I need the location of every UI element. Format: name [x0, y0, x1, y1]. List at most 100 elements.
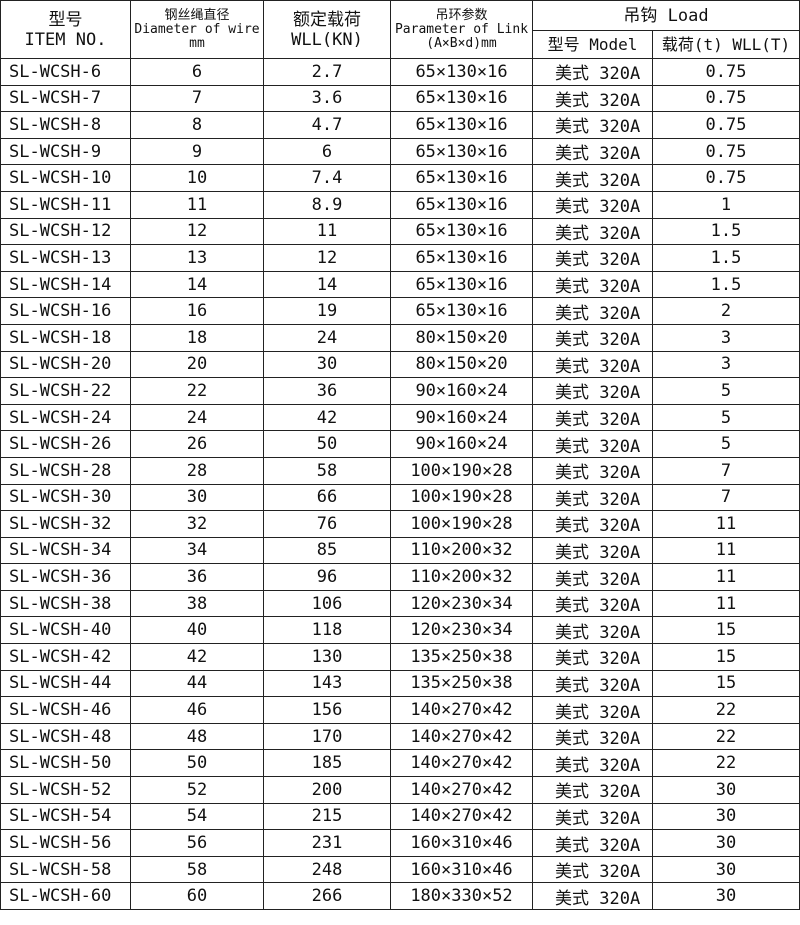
header-diameter: 钢丝绳直径 Diameter of wire mm: [130, 0, 264, 59]
cell-hook-model: 美式 320A: [532, 749, 653, 778]
cell-hook-wll: 1.5: [652, 270, 800, 299]
cell-wll: 85: [263, 536, 391, 565]
table-row: SL-WCSH-24 24 42 90×160×24 美式 320A 5: [0, 403, 800, 432]
cell-wll: 30: [263, 350, 391, 379]
cell-wll: 118: [263, 616, 391, 645]
cell-wll: 130: [263, 643, 391, 671]
cell-link-params: 65×130×16: [390, 84, 533, 113]
cell-wll: 3.6: [263, 84, 391, 113]
cell-hook-wll: 22: [652, 722, 800, 751]
header-diameter-unit: mm: [189, 35, 205, 51]
cell-diameter: 34: [130, 536, 264, 565]
cell-diameter: 42: [130, 643, 264, 671]
cell-wll: 66: [263, 483, 391, 512]
cell-hook-wll: 15: [652, 616, 800, 645]
cell-diameter: 12: [130, 217, 264, 246]
header-model: 型号 Model: [532, 30, 653, 59]
cell-wll: 266: [263, 882, 391, 910]
cell-wll: 76: [263, 510, 391, 538]
cell-diameter: 8: [130, 111, 264, 139]
cell-item-no: SL-WCSH-13: [0, 244, 131, 272]
table-row: SL-WCSH-14 14 14 65×130×16 美式 320A 1.5: [0, 270, 800, 299]
cell-item-no: SL-WCSH-26: [0, 430, 131, 458]
table-row: SL-WCSH-18 18 24 80×150×20 美式 320A 3: [0, 323, 800, 352]
cell-hook-wll: 0.75: [652, 84, 800, 113]
cell-link-params: 120×230×34: [390, 616, 533, 645]
cell-diameter: 22: [130, 377, 264, 405]
table-row: SL-WCSH-20 20 30 80×150×20 美式 320A 3: [0, 350, 800, 379]
cell-wll: 36: [263, 377, 391, 405]
cell-diameter: 40: [130, 616, 264, 645]
cell-link-params: 80×150×20: [390, 323, 533, 352]
table-row: SL-WCSH-34 34 85 110×200×32 美式 320A 11: [0, 536, 800, 565]
cell-link-params: 65×130×16: [390, 190, 533, 219]
cell-hook-model: 美式 320A: [532, 350, 653, 379]
header-diameter-en: Diameter of wire: [134, 21, 260, 37]
table-row: SL-WCSH-30 30 66 100×190×28 美式 320A 7: [0, 483, 800, 512]
cell-link-params: 65×130×16: [390, 244, 533, 272]
cell-link-params: 135×250×38: [390, 669, 533, 698]
table-row: SL-WCSH-42 42 130 135×250×38 美式 320A 15: [0, 643, 800, 671]
cell-wll: 143: [263, 669, 391, 698]
cell-link-params: 65×130×16: [390, 111, 533, 139]
cell-diameter: 30: [130, 483, 264, 512]
cell-diameter: 50: [130, 749, 264, 778]
cell-diameter: 48: [130, 722, 264, 751]
cell-hook-model: 美式 320A: [532, 882, 653, 910]
cell-hook-wll: 3: [652, 350, 800, 379]
cell-link-params: 160×310×46: [390, 855, 533, 884]
cell-hook-wll: 11: [652, 510, 800, 538]
cell-diameter: 60: [130, 882, 264, 910]
cell-item-no: SL-WCSH-6: [0, 58, 131, 86]
cell-hook-model: 美式 320A: [532, 510, 653, 538]
cell-hook-wll: 22: [652, 696, 800, 724]
cell-hook-wll: 5: [652, 403, 800, 432]
cell-hook-model: 美式 320A: [532, 722, 653, 751]
cell-hook-wll: 30: [652, 882, 800, 910]
table-row: SL-WCSH-36 36 96 110×200×32 美式 320A 11: [0, 563, 800, 591]
table-row: SL-WCSH-52 52 200 140×270×42 美式 320A 30: [0, 776, 800, 804]
table-row: SL-WCSH-11 11 8.9 65×130×16 美式 320A 1: [0, 190, 800, 219]
cell-item-no: SL-WCSH-34: [0, 536, 131, 565]
table-row: SL-WCSH-60 60 266 180×330×52 美式 320A 30: [0, 882, 800, 910]
header-wll-cn: 额定载荷: [293, 9, 361, 30]
table-row: SL-WCSH-28 28 58 100×190×28 美式 320A 7: [0, 456, 800, 485]
cell-hook-model: 美式 320A: [532, 643, 653, 671]
cell-hook-model: 美式 320A: [532, 84, 653, 113]
table-row: SL-WCSH-6 6 2.7 65×130×16 美式 320A 0.75: [0, 58, 800, 86]
cell-hook-model: 美式 320A: [532, 456, 653, 485]
cell-item-no: SL-WCSH-24: [0, 403, 131, 432]
cell-link-params: 140×270×42: [390, 722, 533, 751]
cell-link-params: 90×160×24: [390, 377, 533, 405]
cell-wll: 58: [263, 456, 391, 485]
cell-wll: 19: [263, 297, 391, 325]
cell-diameter: 54: [130, 802, 264, 831]
cell-link-params: 160×310×46: [390, 829, 533, 857]
cell-hook-model: 美式 320A: [532, 297, 653, 325]
cell-item-no: SL-WCSH-52: [0, 776, 131, 804]
cell-item-no: SL-WCSH-22: [0, 377, 131, 405]
header-link-unit: (A×B×d)mm: [426, 35, 497, 51]
cell-link-params: 65×130×16: [390, 58, 533, 86]
cell-diameter: 46: [130, 696, 264, 724]
cell-hook-model: 美式 320A: [532, 430, 653, 458]
table-row: SL-WCSH-10 10 7.4 65×130×16 美式 320A 0.75: [0, 164, 800, 192]
cell-hook-model: 美式 320A: [532, 696, 653, 724]
table-row: SL-WCSH-38 38 106 120×230×34 美式 320A 11: [0, 589, 800, 618]
cell-hook-model: 美式 320A: [532, 855, 653, 884]
cell-hook-model: 美式 320A: [532, 270, 653, 299]
cell-item-no: SL-WCSH-40: [0, 616, 131, 645]
cell-hook-wll: 5: [652, 377, 800, 405]
cell-item-no: SL-WCSH-42: [0, 643, 131, 671]
table-row: SL-WCSH-13 13 12 65×130×16 美式 320A 1.5: [0, 244, 800, 272]
cell-wll: 7.4: [263, 164, 391, 192]
cell-diameter: 18: [130, 323, 264, 352]
cell-hook-model: 美式 320A: [532, 137, 653, 166]
cell-diameter: 36: [130, 563, 264, 591]
cell-hook-model: 美式 320A: [532, 589, 653, 618]
cell-wll: 215: [263, 802, 391, 831]
cell-diameter: 24: [130, 403, 264, 432]
cell-item-no: SL-WCSH-28: [0, 456, 131, 485]
cell-hook-model: 美式 320A: [532, 244, 653, 272]
header-wll: 额定载荷 WLL(KN): [263, 0, 391, 59]
